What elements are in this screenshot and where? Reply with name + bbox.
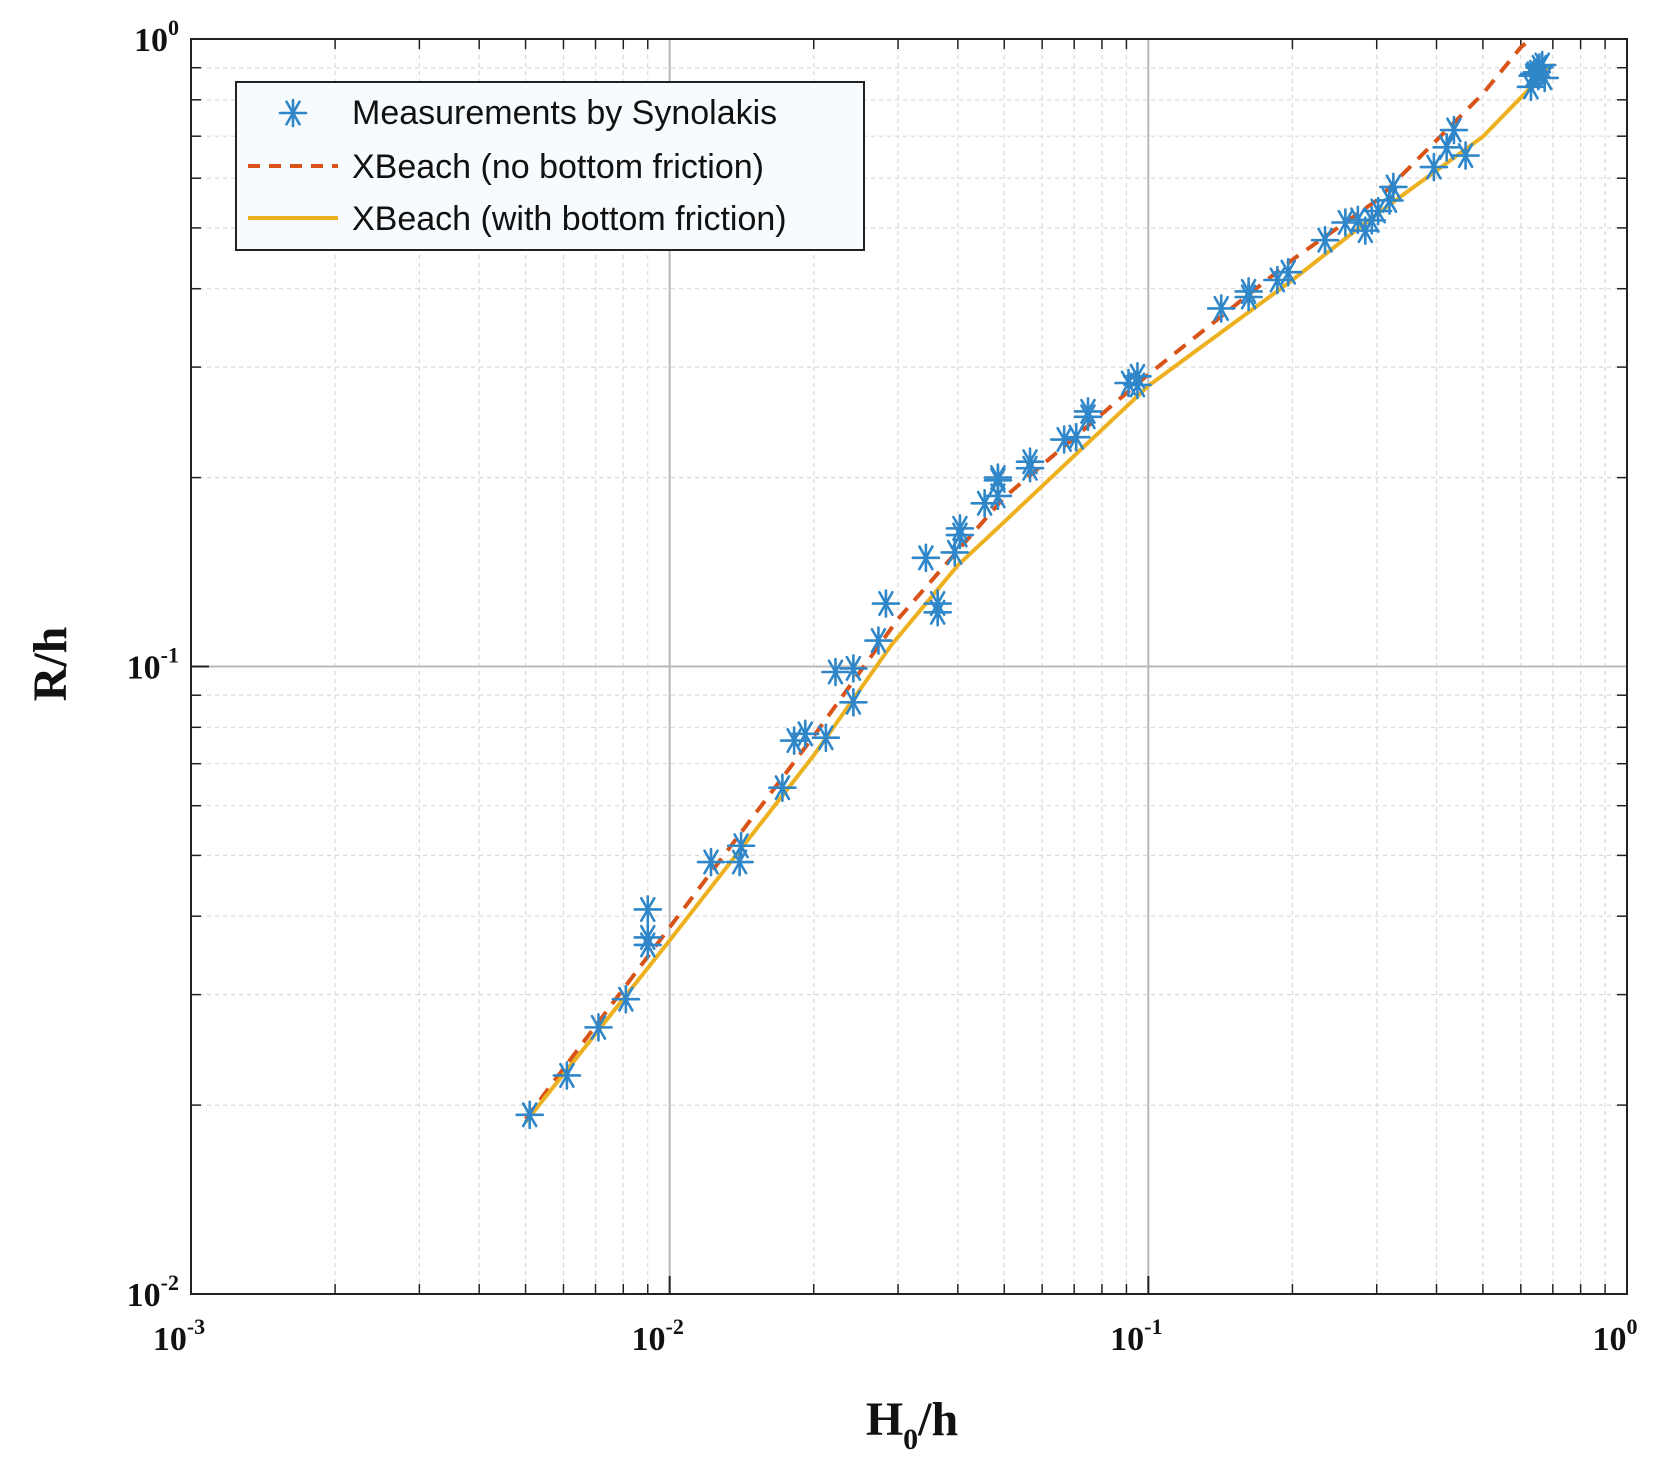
data-point bbox=[1206, 294, 1236, 323]
data-point bbox=[811, 723, 841, 753]
data-point bbox=[1061, 422, 1091, 452]
legend-item-no-friction: XBeach (no bottom friction) bbox=[248, 148, 764, 186]
y-axis-title: R/h bbox=[24, 627, 77, 702]
data-point bbox=[515, 1100, 544, 1130]
legend-box bbox=[235, 81, 865, 251]
y-tick-label: 10-2 bbox=[127, 1270, 179, 1314]
data-point bbox=[1432, 133, 1461, 162]
legend-item-with-friction: XBeach (with bottom friction) bbox=[248, 200, 787, 238]
data-point bbox=[1530, 63, 1559, 93]
x-tick-base: 10 bbox=[153, 1321, 187, 1358]
y-tick-label: 10-1 bbox=[127, 643, 179, 687]
x-tick-label: 100 bbox=[1593, 1314, 1638, 1358]
data-point bbox=[871, 589, 901, 618]
series-measurements bbox=[515, 50, 1559, 1130]
y-tick-exponent: -2 bbox=[161, 1270, 179, 1295]
data-point bbox=[768, 773, 797, 802]
data-point bbox=[633, 895, 663, 924]
y-tick-exponent: -1 bbox=[161, 643, 179, 668]
data-point bbox=[911, 543, 941, 573]
y-tick-base: 10 bbox=[127, 650, 161, 687]
data-point bbox=[696, 847, 726, 877]
x-tick-base: 10 bbox=[632, 1321, 666, 1358]
x-tick-exponent: -2 bbox=[666, 1314, 684, 1339]
legend-asterisk bbox=[278, 98, 308, 128]
x-axis-title-rest: /h bbox=[917, 1393, 958, 1446]
data-point bbox=[552, 1061, 582, 1090]
legend-label-with-friction: XBeach (with bottom friction) bbox=[352, 200, 787, 238]
x-tick-base: 10 bbox=[1110, 1321, 1144, 1358]
series-line-with-friction bbox=[524, 63, 1555, 1124]
data-point bbox=[1379, 172, 1408, 202]
data-point bbox=[790, 719, 820, 749]
data-point bbox=[584, 1013, 613, 1042]
data-point bbox=[1073, 397, 1103, 426]
data-point bbox=[1123, 370, 1152, 400]
data-point bbox=[839, 654, 868, 683]
x-axis-title-subscript: 0 bbox=[903, 1423, 918, 1456]
x-tick-exponent: -1 bbox=[1144, 1314, 1162, 1339]
legend: Measurements by Synolakis XBeach (no bot… bbox=[235, 81, 865, 251]
data-point bbox=[726, 831, 756, 861]
data-point bbox=[839, 687, 868, 717]
data-point bbox=[1234, 277, 1263, 306]
data-point bbox=[1419, 152, 1449, 182]
data-point bbox=[1439, 115, 1469, 145]
data-point bbox=[821, 657, 850, 687]
data-point bbox=[1015, 453, 1045, 483]
legend-item-measurements: Measurements by Synolakis bbox=[278, 94, 777, 132]
data-point bbox=[945, 514, 975, 543]
y-tick-base: 10 bbox=[127, 1277, 161, 1314]
data-point bbox=[633, 923, 663, 952]
data-point bbox=[611, 984, 641, 1014]
plot-frame bbox=[190, 38, 1628, 1295]
x-tick-base: 10 bbox=[1593, 1321, 1627, 1358]
data-point bbox=[1049, 425, 1079, 454]
legend-label-measurements: Measurements by Synolakis bbox=[352, 94, 777, 132]
legend-marker-asterisk bbox=[278, 98, 308, 128]
data-point bbox=[1451, 141, 1480, 170]
x-tick-exponent: -3 bbox=[187, 1314, 205, 1339]
x-axis-title-main: H bbox=[866, 1393, 903, 1446]
y-tick-exponent: 0 bbox=[168, 15, 179, 40]
y-tick-label: 100 bbox=[134, 15, 179, 59]
legend-label-no-friction: XBeach (no bottom friction) bbox=[352, 148, 764, 186]
x-tick-label: 10-1 bbox=[1110, 1314, 1162, 1358]
data-point bbox=[983, 463, 1013, 492]
data-point bbox=[1310, 225, 1340, 255]
x-tick-exponent: 0 bbox=[1627, 1314, 1638, 1339]
data-point bbox=[864, 626, 893, 655]
y-tick-base: 10 bbox=[134, 22, 168, 59]
data-point bbox=[1331, 208, 1360, 237]
data-point bbox=[1363, 196, 1393, 226]
x-tick-label: 10-3 bbox=[153, 1314, 205, 1358]
data-point bbox=[1273, 257, 1303, 287]
x-tick-label: 10-2 bbox=[632, 1314, 684, 1358]
data-point bbox=[923, 598, 952, 627]
x-axis-title: H0/h bbox=[866, 1393, 958, 1456]
plot-series bbox=[515, 39, 1559, 1130]
